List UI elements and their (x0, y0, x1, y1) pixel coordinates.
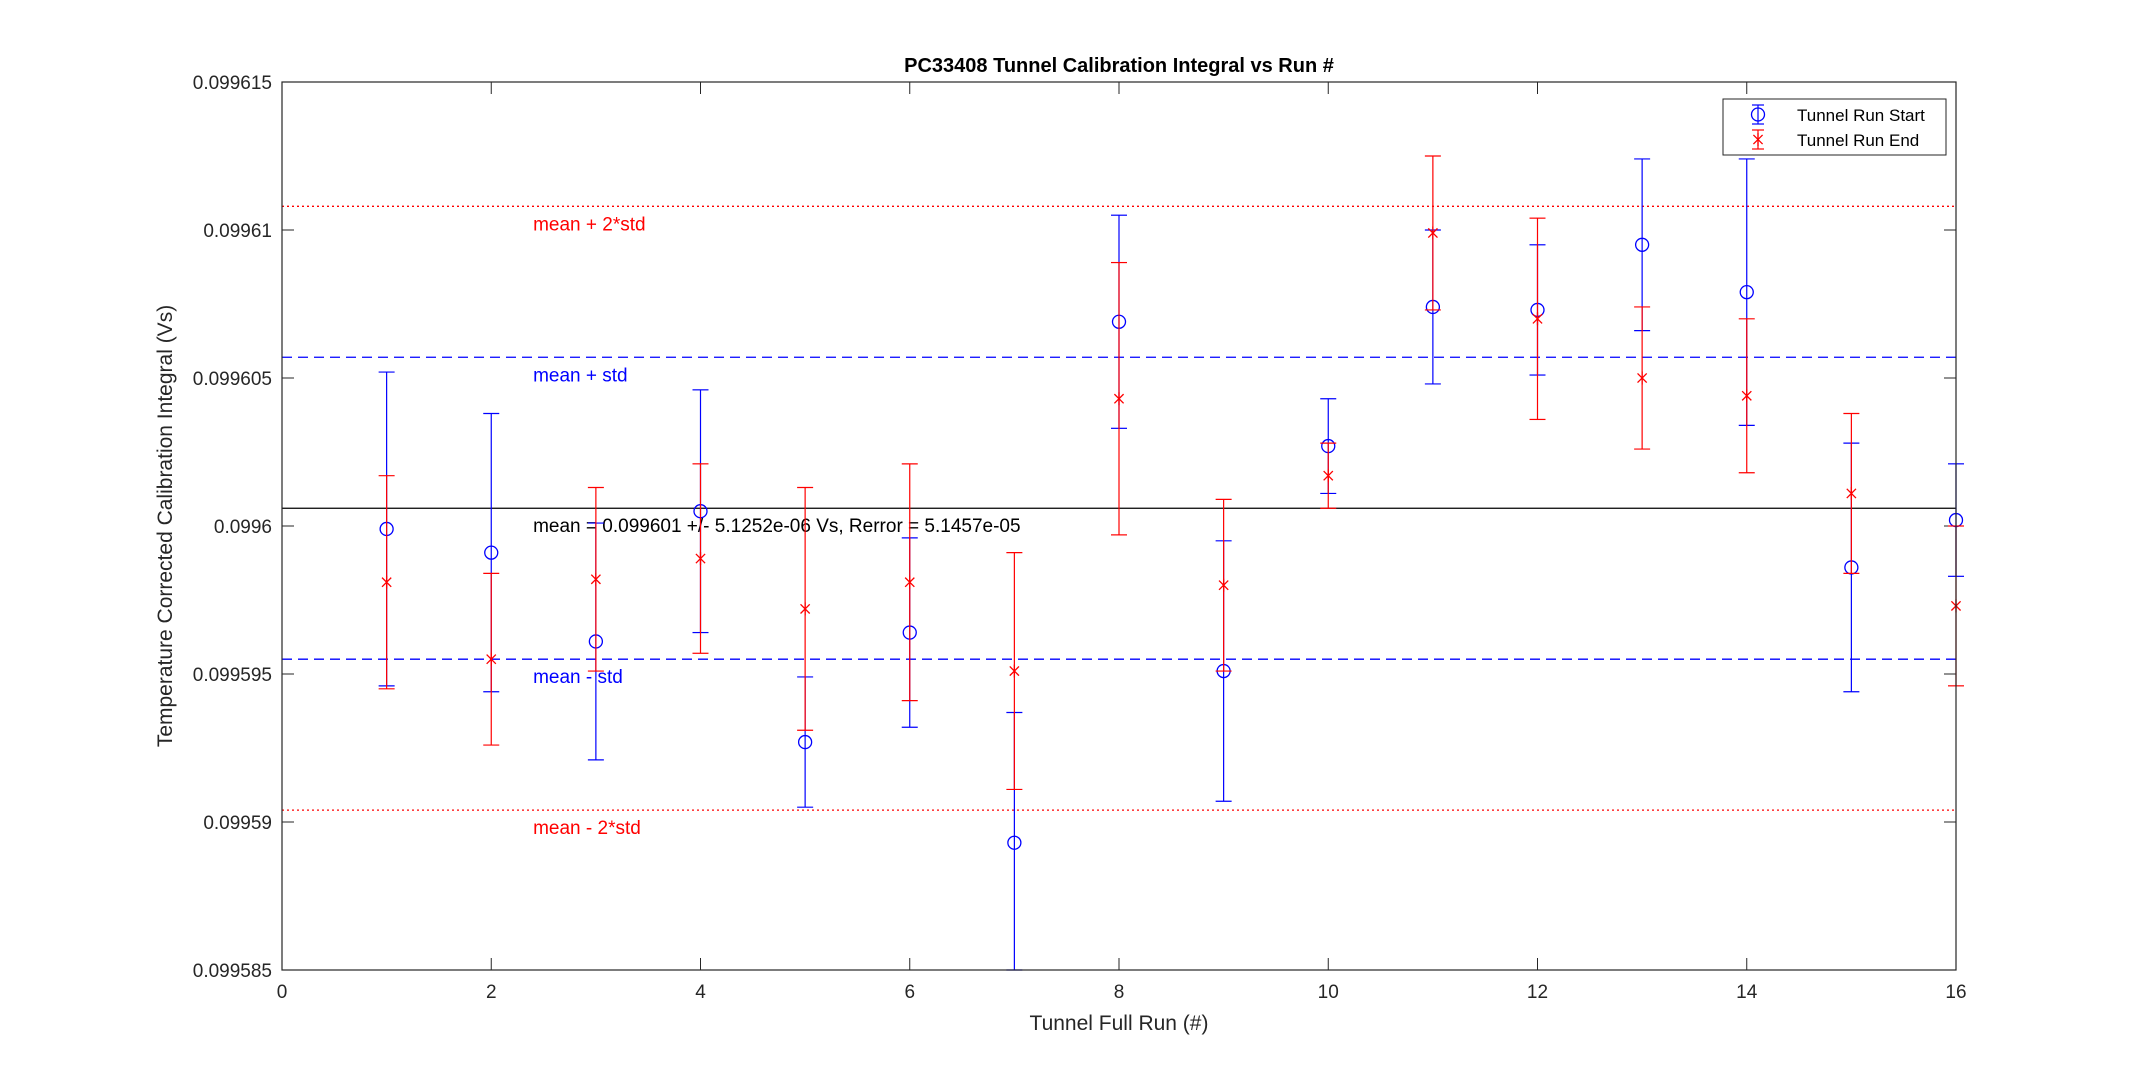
data-point (1218, 578, 1229, 592)
reference-lines: mean + 2*std mean + std mean = 0.099601 +/… (282, 205, 1956, 839)
y-tick-label: 0.099585 (193, 961, 272, 982)
y-tick-label: 0.09959 (203, 813, 272, 834)
data-point (1009, 664, 1020, 678)
x-tick-label: 10 (1318, 982, 1339, 1003)
x-tick-label: 6 (904, 982, 915, 1003)
x-tick-label: 12 (1527, 982, 1548, 1003)
legend-start-marker (1750, 104, 1766, 125)
data-point (904, 575, 915, 589)
data-point (800, 602, 811, 616)
data-point (1846, 486, 1857, 500)
reference-label: mean + 2*std (533, 214, 646, 235)
legend-marker-circle (1750, 107, 1766, 122)
x-tick-label: 2 (486, 982, 497, 1003)
data-point (1637, 371, 1648, 385)
data-point (1741, 389, 1752, 403)
data-point (1113, 392, 1125, 406)
x-tick-label: 16 (1945, 982, 1966, 1003)
x-tick-label: 8 (1114, 982, 1125, 1003)
reference-label: mean - 2*std (533, 818, 641, 839)
data-point (1427, 226, 1438, 240)
y-tick-label: 0.0996 (214, 517, 272, 538)
data-point (381, 575, 392, 589)
chart-title: PC33408 Tunnel Calibration Integral vs R… (904, 55, 1334, 77)
data-point (695, 552, 706, 566)
legend-label-start: Tunnel Run Start (1797, 106, 1925, 125)
reference-label: mean = 0.099601 +/- 5.1252e-06 Vs, Rerro… (533, 516, 1020, 537)
y-tick-label: 0.099595 (193, 665, 272, 686)
y-tick-label: 0.09961 (203, 221, 272, 242)
plot-frame (281, 81, 1957, 971)
data-point (1007, 835, 1022, 850)
data-point (1739, 285, 1754, 300)
data-point (590, 572, 601, 586)
data-point (1532, 312, 1543, 326)
y-axis-label: Temperature Corrected Calibration Integr… (154, 305, 177, 747)
y-tick-label: 0.099605 (193, 369, 272, 390)
legend-end-marker (1752, 129, 1764, 150)
x-tick-label: 0 (277, 982, 288, 1003)
x-ticks: 0 2 4 6 8 10 12 14 16 (277, 82, 1967, 1003)
x-axis-label: Tunnel Full Run (#) (1030, 1012, 1209, 1035)
reference-label: mean - std (533, 667, 623, 688)
data-point (797, 734, 813, 750)
data-point (1634, 237, 1650, 252)
data-point (1323, 469, 1334, 483)
data-point (484, 545, 499, 560)
series-layer (378, 155, 1964, 971)
y-ticks: 0.099585 0.09959 0.099595 0.0996 0.099605 0.0… (193, 73, 1956, 982)
x-tick-label: 4 (695, 982, 706, 1003)
reference-label: mean + std (533, 365, 628, 386)
legend-label-end: Tunnel Run End (1797, 131, 1919, 150)
y-tick-label: 0.099615 (193, 73, 272, 94)
data-point (486, 652, 497, 666)
x-tick-label: 14 (1736, 982, 1758, 1003)
legend: Tunnel Run Start Tunnel Run End (1722, 98, 1947, 156)
legend-marker-asterisk (1752, 133, 1764, 146)
series-run-end (378, 155, 1964, 791)
